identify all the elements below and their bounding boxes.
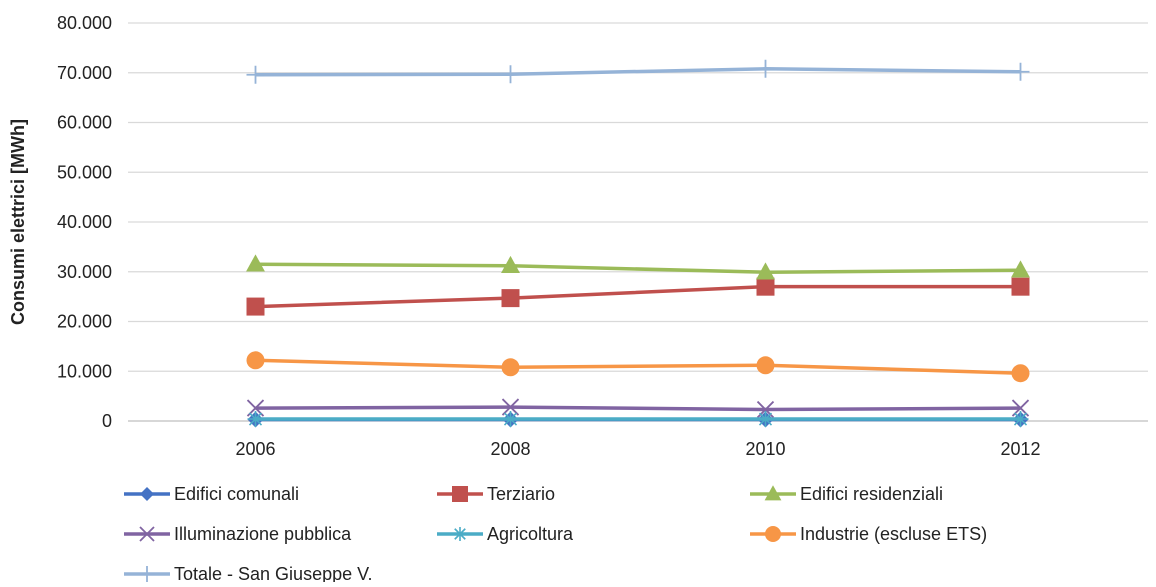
legend-item-illuminazione-pubblica: Illuminazione pubblica bbox=[124, 524, 352, 544]
series-line bbox=[255, 405, 1021, 412]
legend-marker bbox=[139, 566, 155, 582]
y-tick-label: 30.000 bbox=[57, 262, 112, 282]
legend-label: Totale - San Giuseppe V. bbox=[174, 564, 372, 582]
gridlines bbox=[128, 22, 1148, 372]
data-point bbox=[501, 358, 520, 377]
legend-label: Edifici residenziali bbox=[800, 484, 943, 504]
series-agricoltura bbox=[247, 411, 1029, 428]
series-totale-san-giuseppe-v bbox=[246, 59, 1030, 84]
legend-marker bbox=[764, 485, 782, 501]
y-axis-label: Consumi elettrici [MWh] bbox=[8, 119, 28, 325]
data-point bbox=[501, 289, 520, 308]
y-tick-label: 50.000 bbox=[57, 162, 112, 182]
data-point bbox=[501, 398, 520, 416]
legend-item-edifici-comunali: Edifici comunali bbox=[124, 484, 299, 504]
legend-item-terziario: Terziario bbox=[437, 484, 555, 504]
axes: 0 10.000 20.000 30.000 40.000 50.000 60.000 70.… bbox=[57, 13, 1148, 459]
x-tick-label: 2010 bbox=[745, 439, 785, 459]
data-point bbox=[501, 255, 520, 273]
x-tick-label: 2012 bbox=[1000, 439, 1040, 459]
data-point bbox=[756, 59, 775, 78]
series-line bbox=[255, 358, 1021, 375]
y-tick-label: 20.000 bbox=[57, 312, 112, 332]
series-terziario bbox=[246, 277, 1030, 316]
legend-item-agricoltura: Agricoltura bbox=[437, 524, 574, 544]
data-point bbox=[756, 262, 775, 280]
legend-item-industrie-escluse-ets: Industrie (escluse ETS) bbox=[750, 524, 987, 544]
y-tick-label: 80.000 bbox=[57, 13, 112, 33]
series-line bbox=[255, 284, 1021, 309]
data-point bbox=[246, 297, 265, 316]
data-point bbox=[502, 411, 519, 428]
data-point bbox=[1011, 62, 1030, 81]
legend-marker bbox=[139, 526, 155, 542]
data-point bbox=[246, 65, 265, 84]
legend-label: Industrie (escluse ETS) bbox=[800, 524, 987, 544]
legend-label: Illuminazione pubblica bbox=[174, 524, 352, 544]
data-point bbox=[1011, 364, 1030, 383]
data-point bbox=[756, 400, 775, 419]
legend-marker bbox=[140, 487, 154, 501]
legend-marker bbox=[453, 527, 467, 541]
data-point bbox=[756, 356, 775, 375]
legend-marker bbox=[765, 526, 781, 542]
y-tick-label: 40.000 bbox=[57, 212, 112, 232]
y-tick-label: 70.000 bbox=[57, 63, 112, 83]
data-point bbox=[756, 277, 775, 296]
legend-label: Agricoltura bbox=[487, 524, 574, 544]
legend-label: Edifici comunali bbox=[174, 484, 299, 504]
y-tick-label: 60.000 bbox=[57, 113, 112, 133]
legend: Edifici comunali Terziario Edifici residen… bbox=[124, 484, 987, 584]
data-point bbox=[1012, 411, 1029, 428]
data-point bbox=[246, 351, 265, 370]
series-lines bbox=[246, 59, 1030, 428]
data-point bbox=[247, 411, 264, 428]
data-point bbox=[1011, 260, 1030, 278]
data-point bbox=[501, 65, 520, 84]
legend-label: Terziario bbox=[487, 484, 555, 504]
y-tick-label: 0 bbox=[102, 411, 112, 431]
legend-marker bbox=[452, 486, 468, 502]
series-edifici-residenziali bbox=[246, 254, 1030, 280]
legend-item-totale-san-giuseppe-v: Totale - San Giuseppe V. bbox=[124, 564, 372, 584]
y-tick-label: 10.000 bbox=[57, 361, 112, 381]
data-point bbox=[1011, 277, 1030, 296]
legend-item-edifici-residenziali: Edifici residenziali bbox=[750, 484, 943, 504]
series-line bbox=[255, 262, 1021, 274]
series-line bbox=[255, 67, 1021, 77]
series-industrie-escluse-ets bbox=[246, 351, 1030, 383]
x-tick-label: 2008 bbox=[490, 439, 530, 459]
data-point bbox=[246, 254, 265, 272]
x-tick-label: 2006 bbox=[235, 439, 275, 459]
series-illuminazione-pubblica bbox=[246, 398, 1030, 419]
data-point bbox=[757, 411, 774, 428]
